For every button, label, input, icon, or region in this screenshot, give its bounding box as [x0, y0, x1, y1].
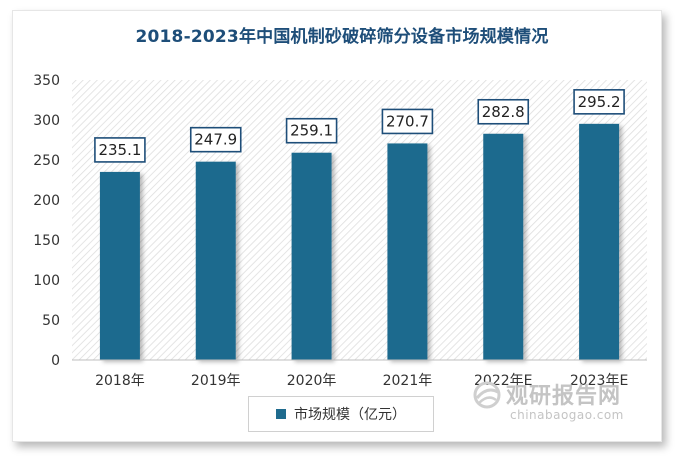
y-tick-label: 0	[51, 353, 60, 369]
x-tick-label: 2022年E	[474, 373, 532, 389]
data-label-group: 235.1	[94, 137, 146, 163]
bar	[291, 152, 332, 360]
y-tick-label: 350	[33, 73, 60, 89]
y-tick-label: 150	[33, 233, 60, 249]
data-label-box	[477, 98, 530, 125]
legend-label: 市场规模（亿元）	[294, 407, 406, 423]
x-tick-label: 2018年	[95, 373, 145, 389]
data-label-box	[189, 126, 242, 153]
watermark-brand-en: chinabaogao.com	[510, 408, 624, 422]
plot-area-background	[72, 80, 647, 360]
bar	[579, 123, 620, 360]
data-label-box	[381, 108, 434, 135]
data-label-group: 282.8	[477, 98, 530, 125]
data-label-group: 270.7	[381, 108, 434, 135]
x-axis: 2018年 2019年 2020年 2021年 2022年E 2023年E	[72, 359, 647, 389]
data-label-box	[94, 137, 146, 163]
y-tick-label: 250	[33, 153, 60, 169]
bar	[195, 161, 236, 360]
chart-title: 2018-2023年中国机制砂破碎筛分设备市场规模情况	[135, 27, 549, 47]
x-tick-label: 2019年	[191, 373, 241, 389]
bar-series	[99, 123, 620, 360]
y-tick-label: 100	[33, 273, 60, 289]
data-label: 295.2	[578, 93, 621, 111]
data-label: 247.9	[194, 131, 237, 149]
data-label-group: 259.1	[285, 117, 338, 144]
x-tick-label: 2021年	[383, 373, 433, 389]
y-tick-label: 300	[33, 113, 60, 129]
data-label-group: 295.2	[573, 89, 625, 115]
legend-swatch	[276, 409, 286, 419]
data-label: 282.8	[482, 103, 525, 121]
globe-logo-icon	[473, 381, 501, 409]
y-tick-label: 200	[33, 193, 60, 209]
data-label: 235.1	[98, 141, 141, 159]
data-label-box	[573, 89, 625, 115]
data-labels: 235.1 247.9 259.1 270.7 282.8 295.2	[94, 89, 625, 163]
bar	[387, 143, 428, 360]
data-label-group: 247.9	[189, 126, 242, 153]
bar	[99, 171, 140, 360]
data-label: 270.7	[386, 112, 429, 130]
legend: 市场规模（亿元）	[248, 396, 434, 432]
y-tick-label: 50	[42, 313, 60, 329]
data-label-box	[285, 117, 338, 144]
watermark-brand-cn: 观研报告网	[506, 384, 622, 409]
x-tick-label: 2023年E	[570, 373, 628, 389]
watermark: 观研报告网 chinabaogao.com	[472, 378, 652, 428]
y-axis: 0 50 100 150 200 250 300 350	[33, 73, 60, 369]
bar	[483, 133, 524, 360]
data-label: 259.1	[290, 122, 333, 140]
x-tick-label: 2020年	[287, 373, 337, 389]
